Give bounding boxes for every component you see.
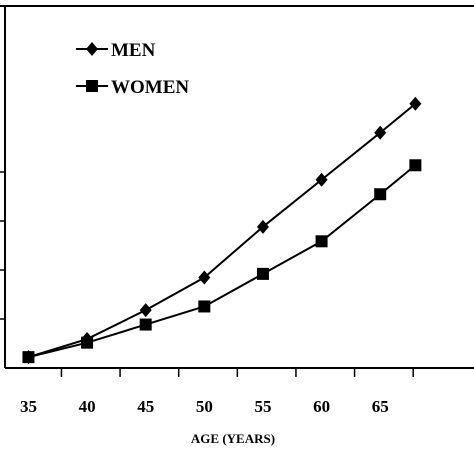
data-point-diamond: [256, 219, 269, 234]
data-point-diamond: [315, 172, 328, 187]
data-point-square: [256, 267, 269, 280]
series-line: [28, 164, 417, 359]
x-tick-label: 40: [79, 397, 96, 416]
data-point-diamond: [409, 96, 422, 111]
data-point-diamond: [374, 125, 387, 140]
legend-women-marker: [86, 80, 98, 92]
x-tick-label: 35: [20, 397, 37, 416]
data-point-square: [139, 318, 152, 331]
legend: MEN WOMEN: [76, 40, 189, 98]
data-point-square: [374, 188, 387, 201]
legend-item-men: MEN: [76, 40, 156, 61]
y-axis-ticks: [0, 171, 5, 320]
x-axis-tick-labels: 35 40 45 50 55 60 65: [20, 397, 389, 416]
series-layer: [22, 96, 422, 365]
data-point-diamond: [139, 303, 152, 318]
data-point-diamond: [198, 270, 211, 285]
data-point-square: [81, 336, 94, 349]
series-line: [28, 102, 417, 359]
series-women: [22, 159, 422, 364]
legend-men-label: MEN: [111, 40, 156, 61]
legend-item-women: WOMEN: [76, 77, 189, 98]
data-point-square: [198, 300, 211, 313]
x-axis-ticks: [60, 368, 414, 377]
legend-men-marker: [86, 42, 98, 56]
x-axis-title: AGE (YEARS): [191, 431, 275, 446]
series-men: [22, 96, 422, 365]
legend-women-label: WOMEN: [111, 77, 189, 98]
x-tick-label: 60: [313, 397, 330, 416]
data-point-square: [315, 235, 328, 248]
data-point-square: [409, 159, 422, 172]
data-point-square: [22, 351, 35, 364]
x-tick-label: 55: [254, 397, 271, 416]
x-tick-label: 65: [372, 397, 389, 416]
x-tick-label: 50: [196, 397, 213, 416]
x-tick-label: 45: [137, 397, 154, 416]
